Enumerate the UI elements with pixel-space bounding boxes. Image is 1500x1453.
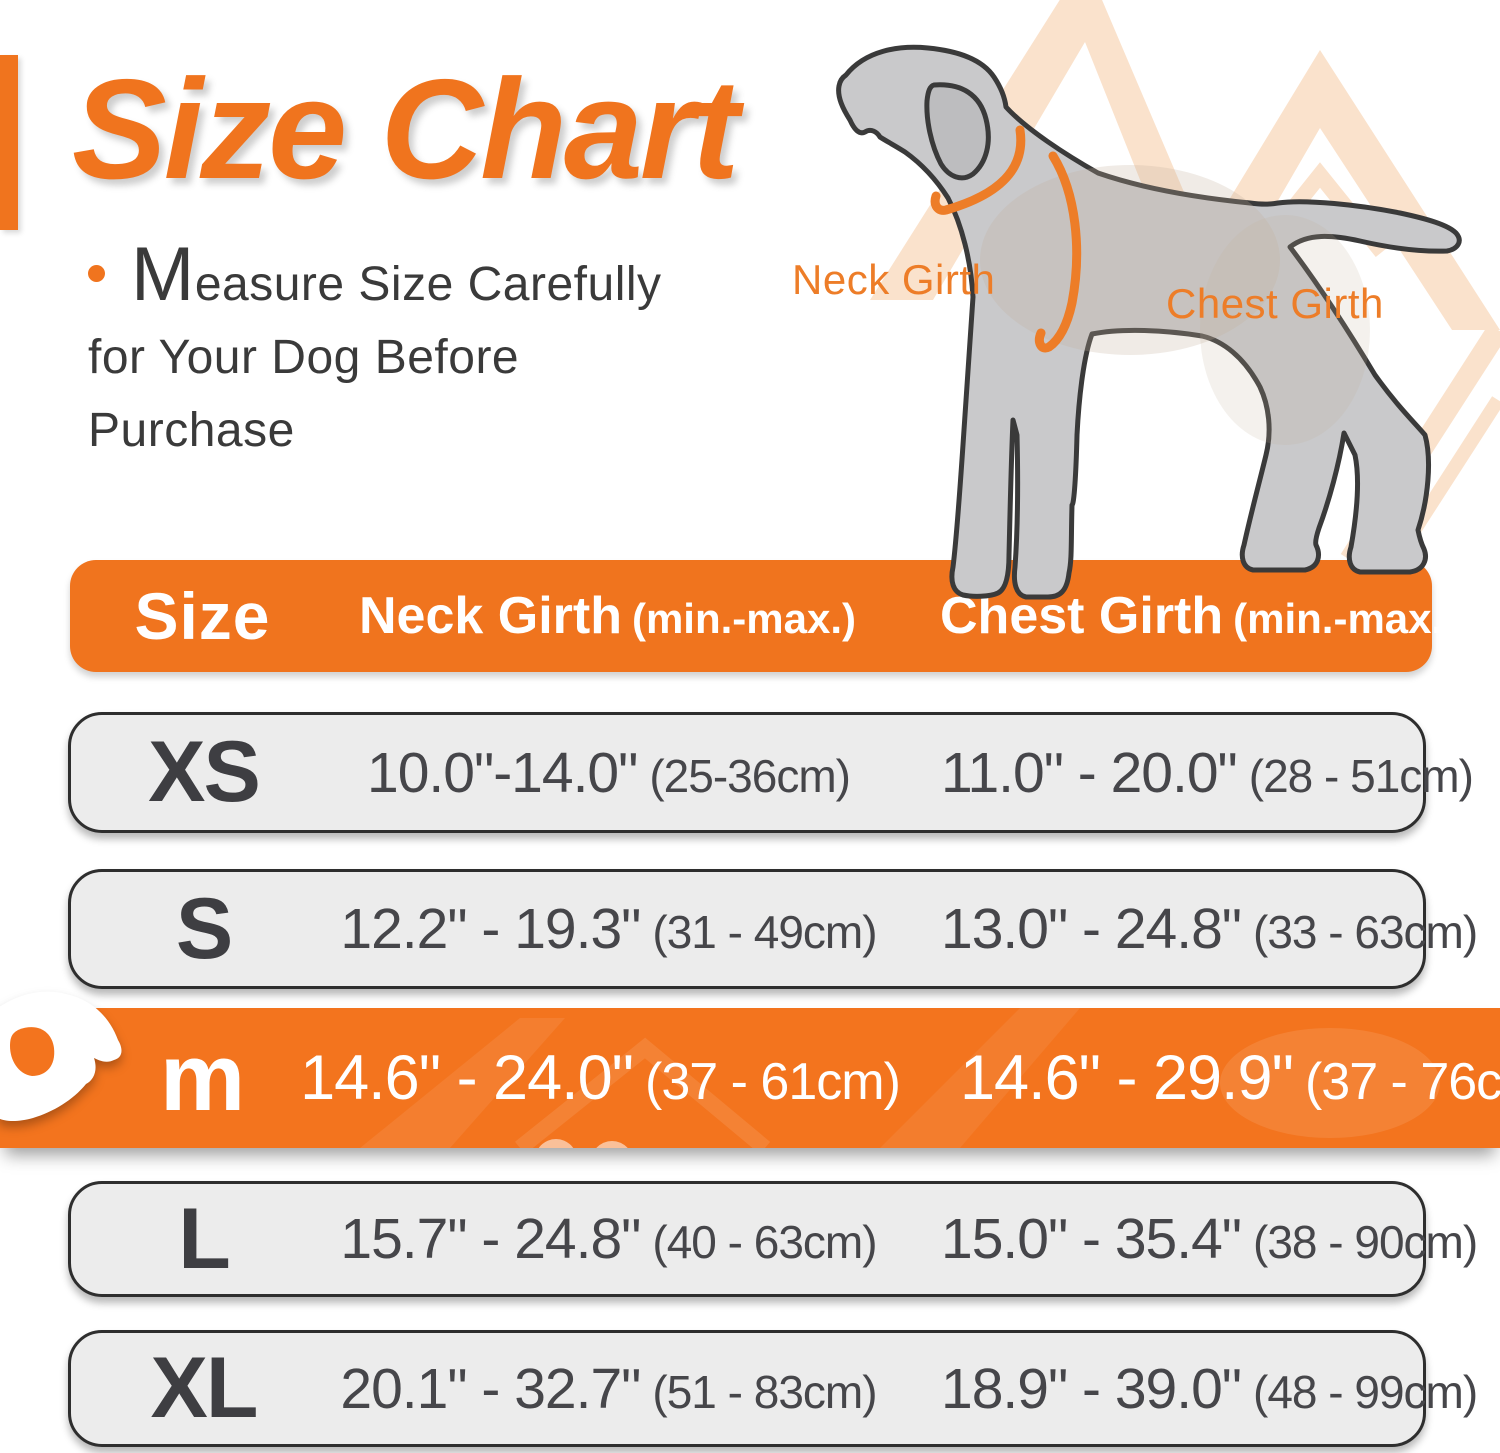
table-row-s: S 12.2" - 19.3" (31 - 49cm) 13.0" - 24.8"… bbox=[68, 869, 1478, 989]
chest-girth-value: 14.6" - 29.9"(37 - 76cm) bbox=[960, 1043, 1500, 1113]
title-accent-bar bbox=[0, 55, 18, 230]
chest-girth-value: 13.0" - 24.8" (33 - 63cm) bbox=[941, 897, 1478, 961]
size-value: M bbox=[159, 1024, 246, 1131]
neck-girth-value: 20.1" - 32.7" (51 - 83cm) bbox=[340, 1356, 877, 1421]
neck-girth-value: 15.7" - 24.8" (40 - 63cm) bbox=[340, 1207, 877, 1271]
table-row-l: L 15.7" - 24.8" (40 - 63cm) 15.0" - 35.4"… bbox=[68, 1181, 1478, 1297]
chest-girth-label: Chest Girth bbox=[1166, 280, 1384, 327]
neck-girth-value: 10.0"-14.0" (25-36cm) bbox=[367, 740, 851, 805]
size-value: XL bbox=[150, 1340, 259, 1436]
chest-girth-value: 18.9" - 39.0" (48 - 99cm) bbox=[941, 1356, 1478, 1421]
size-value: XS bbox=[148, 724, 261, 820]
note-line-2: for Your Dog Before bbox=[88, 331, 520, 384]
table-row-xs: XS 10.0"-14.0" (25-36cm) 11.0" - 20.0" (28… bbox=[68, 712, 1474, 833]
chest-girth-value: 15.0" - 35.4" (38 - 90cm) bbox=[941, 1207, 1478, 1271]
size-value: S bbox=[175, 880, 233, 977]
band-mountain-decoration bbox=[360, 1008, 1440, 1148]
note-line-1: Measure Size Carefully bbox=[88, 237, 768, 321]
note-line-1-text: easure Size Carefully bbox=[194, 258, 662, 311]
dog-head-icon bbox=[0, 991, 122, 1121]
band-content: M 14.6" - 24.0" (37 - 61cm) 14.6" - 29.9"… bbox=[0, 1008, 1500, 1148]
table-header-row: Size Neck Girth (min.-max.) Chest Girth (m… bbox=[70, 560, 1457, 672]
page-title: Size Chart bbox=[72, 50, 739, 209]
header-size: Size bbox=[134, 579, 271, 653]
chest-girth-value: 11.0" - 20.0" (28 - 51cm) bbox=[941, 740, 1474, 805]
neck-girth-value: 14.6" - 24.0" (37 - 61cm) bbox=[300, 1043, 901, 1113]
note-line-3: Purchase bbox=[88, 404, 295, 457]
header-neck-girth: Neck Girth (min.-max.) bbox=[358, 587, 856, 645]
table-row-xl: XL 20.1" - 32.7" (51 - 83cm) 18.9" - 39.0… bbox=[68, 1330, 1478, 1447]
table-row-m-highlighted: M 14.6" - 24.0" (37 - 61cm) 14.6" - 29.9"… bbox=[0, 991, 1500, 1148]
bullet-dot-icon bbox=[88, 265, 105, 282]
note-drop-cap: M bbox=[131, 232, 195, 317]
neck-girth-value: 12.2" - 19.3" (31 - 49cm) bbox=[340, 897, 877, 961]
size-value: L bbox=[178, 1190, 231, 1287]
measure-note: Measure Size Carefully for Your Dog Befo… bbox=[88, 237, 768, 467]
neck-girth-label: Neck Girth bbox=[792, 256, 996, 303]
header-chest-girth: Chest Girth (min.-max.) bbox=[940, 587, 1458, 645]
